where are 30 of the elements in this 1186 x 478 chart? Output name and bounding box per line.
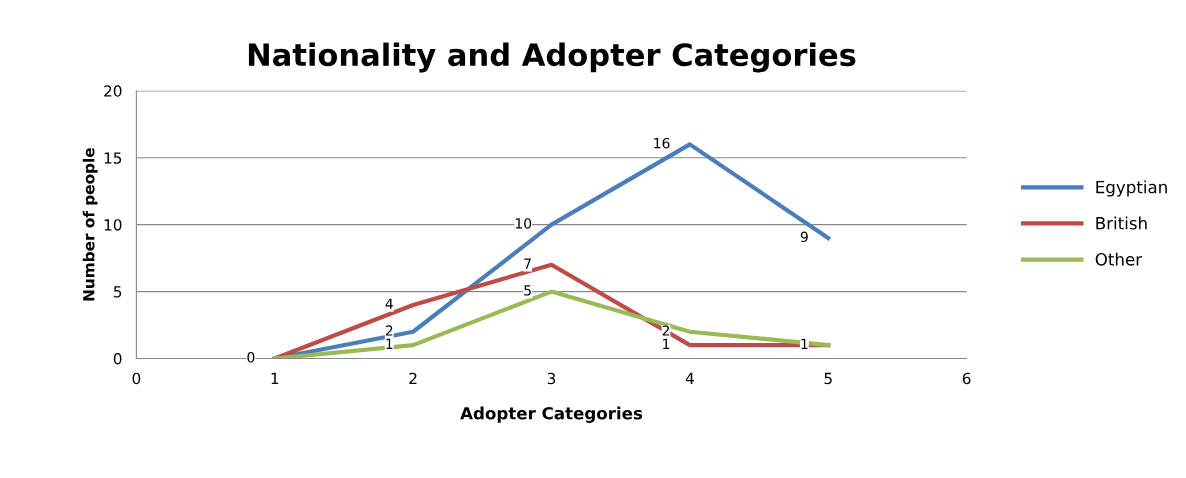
x-tick-label: 2 [409, 372, 417, 384]
data-label: 1 [801, 338, 808, 349]
y-tick-label: 15 [104, 152, 122, 164]
legend-label: Other [1095, 252, 1143, 266]
legend-label: Egyptian [1096, 180, 1167, 197]
x-tick-label: 1 [271, 372, 279, 384]
data-label: 7 [524, 258, 531, 269]
data-label: 0 [247, 352, 255, 363]
y-tick-label: 5 [113, 286, 122, 298]
chart-title: Nationality and Adopter Categories [248, 42, 856, 73]
x-tick-label: 3 [547, 372, 556, 385]
x-tick-label: 4 [685, 372, 694, 384]
data-label: 1 [386, 338, 393, 349]
data-label: 1 [663, 338, 670, 349]
legend-label: British [1096, 216, 1147, 230]
data-label: 9 [800, 231, 808, 243]
data-label: 4 [385, 298, 393, 309]
x-axis-title: Adopter Categories [460, 406, 643, 423]
y-tick-label: 10 [104, 219, 122, 231]
y-tick-label: 20 [104, 85, 122, 97]
x-tick-label: 6 [962, 372, 971, 385]
data-label: 5 [524, 285, 531, 296]
y-axis-title: Number of people [82, 148, 98, 301]
data-label: 2 [662, 325, 670, 336]
x-tick-label: 5 [824, 372, 832, 385]
y-tick-label: 0 [113, 352, 122, 365]
x-tick-label: 0 [132, 372, 141, 385]
data-label: 16 [654, 137, 670, 149]
data-label: 10 [515, 218, 532, 229]
data-label: 2 [385, 325, 393, 336]
